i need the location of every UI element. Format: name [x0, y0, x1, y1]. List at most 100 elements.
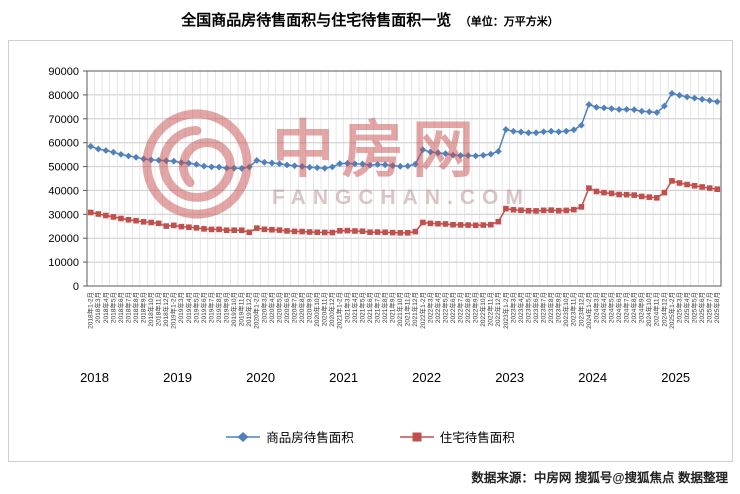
chart-title-text: 全国商品房待售面积与住宅待售面积一览: [181, 12, 452, 29]
svg-text:2020年10月: 2020年10月: [312, 292, 321, 327]
svg-text:2019年10月: 2019年10月: [229, 292, 238, 327]
svg-text:2024: 2024: [578, 370, 607, 385]
svg-text:2025年4月: 2025年4月: [682, 292, 691, 323]
legend-label-residential: 住宅待售面积: [439, 431, 515, 445]
svg-text:2018: 2018: [80, 370, 109, 385]
svg-text:2023年11月: 2023年11月: [569, 292, 578, 326]
line-square-marker-icon: [399, 432, 434, 441]
svg-text:50000: 50000: [48, 162, 79, 174]
svg-text:2018年3月: 2018年3月: [93, 292, 102, 323]
svg-text:2020年12月: 2020年12月: [327, 292, 336, 327]
svg-text:2022年11月: 2022年11月: [486, 292, 495, 326]
svg-text:2020年8月: 2020年8月: [297, 292, 306, 323]
svg-text:2018年6月: 2018年6月: [116, 292, 125, 323]
svg-text:2021年8月: 2021年8月: [380, 292, 389, 323]
svg-text:2021年6月: 2021年6月: [365, 292, 374, 323]
svg-text:2024年4月: 2024年4月: [599, 292, 608, 323]
svg-text:10000: 10000: [48, 257, 79, 269]
svg-text:2018年8月: 2018年8月: [131, 292, 140, 323]
svg-text:2018年1-2月: 2018年1-2月: [86, 292, 95, 329]
svg-text:2025年1-2月: 2025年1-2月: [667, 292, 676, 329]
svg-text:2024年11月: 2024年11月: [652, 292, 661, 326]
svg-text:2022年9月: 2022年9月: [471, 292, 480, 323]
svg-text:2020年1-2月: 2020年1-2月: [252, 292, 261, 329]
svg-text:2018年10月: 2018年10月: [146, 292, 155, 327]
svg-text:2024年8月: 2024年8月: [629, 292, 638, 323]
svg-text:2024年3月: 2024年3月: [591, 292, 600, 323]
svg-text:2021年5月: 2021年5月: [357, 292, 366, 323]
svg-text:2023年5月: 2023年5月: [523, 292, 532, 323]
svg-text:2018年12月: 2018年12月: [161, 292, 170, 327]
svg-text:30000: 30000: [48, 209, 79, 221]
svg-text:2019年12月: 2019年12月: [244, 292, 253, 327]
chart-legend: 商品房待售面积 住宅待售面积: [9, 427, 732, 446]
chart-title-unit: （单位：万平方米）: [459, 16, 559, 28]
svg-text:2021年11月: 2021年11月: [403, 292, 412, 326]
svg-text:2019: 2019: [163, 370, 192, 385]
svg-text:2020年11月: 2020年11月: [320, 292, 329, 326]
svg-text:2019年3月: 2019年3月: [176, 292, 185, 323]
svg-text:60000: 60000: [48, 138, 79, 150]
svg-text:2020年5月: 2020年5月: [274, 292, 283, 323]
svg-text:2021年7月: 2021年7月: [372, 292, 381, 323]
svg-text:2019年1-2月: 2019年1-2月: [169, 292, 178, 329]
svg-text:2022年8月: 2022年8月: [463, 292, 472, 323]
svg-text:2022年3月: 2022年3月: [425, 292, 434, 323]
svg-text:2018年5月: 2018年5月: [108, 292, 117, 323]
svg-text:2020年7月: 2020年7月: [289, 292, 298, 323]
svg-text:0: 0: [73, 281, 79, 293]
svg-text:2021年9月: 2021年9月: [388, 292, 397, 323]
svg-text:2022年1-2月: 2022年1-2月: [418, 292, 427, 329]
svg-text:2019年4月: 2019年4月: [184, 292, 193, 323]
svg-text:2021年1-2月: 2021年1-2月: [335, 292, 344, 329]
svg-text:2024年7月: 2024年7月: [622, 292, 631, 323]
svg-text:2023: 2023: [495, 370, 524, 385]
svg-text:2020年3月: 2020年3月: [259, 292, 268, 323]
line-diamond-marker-icon: [226, 431, 261, 442]
chart-title: 全国商品房待售面积与住宅待售面积一览 （单位：万平方米）: [0, 9, 740, 30]
legend-label-commercial-housing: 商品房待售面积: [266, 431, 354, 445]
data-source-note: 数据来源：中房网 搜狐号@搜狐焦点 数据整理: [471, 471, 728, 485]
svg-text:2018年4月: 2018年4月: [101, 292, 110, 323]
svg-text:2020年6月: 2020年6月: [282, 292, 291, 323]
svg-text:2023年4月: 2023年4月: [516, 292, 525, 323]
svg-text:40000: 40000: [48, 185, 79, 197]
svg-text:2022年10月: 2022年10月: [478, 292, 487, 327]
legend-item-commercial-housing: 商品房待售面积: [226, 427, 354, 446]
svg-text:2021年4月: 2021年4月: [350, 292, 359, 323]
svg-text:2023年12月: 2023年12月: [576, 292, 585, 327]
svg-text:20000: 20000: [48, 233, 79, 245]
svg-text:2021年3月: 2021年3月: [342, 292, 351, 323]
svg-text:2025年5月: 2025年5月: [689, 292, 698, 323]
svg-text:2022年4月: 2022年4月: [433, 292, 442, 323]
svg-text:2023年8月: 2023年8月: [546, 292, 555, 323]
svg-text:2018年9月: 2018年9月: [138, 292, 147, 323]
svg-text:2025: 2025: [661, 370, 690, 385]
svg-text:2024年10月: 2024年10月: [644, 292, 653, 327]
svg-text:2018年11月: 2018年11月: [154, 292, 163, 326]
svg-text:2024年6月: 2024年6月: [614, 292, 623, 323]
line-chart-plot: 0 10000 20000 30000 40000 50000 60000 70000 8000…: [48, 66, 722, 385]
svg-text:2018年7月: 2018年7月: [123, 292, 132, 323]
svg-text:90000: 90000: [48, 66, 79, 78]
svg-text:2022年12月: 2022年12月: [493, 292, 502, 327]
svg-text:2019年11月: 2019年11月: [237, 292, 246, 326]
svg-text:2019年5月: 2019年5月: [191, 292, 200, 323]
svg-text:2021: 2021: [329, 370, 358, 385]
svg-text:2024年12月: 2024年12月: [659, 292, 668, 327]
svg-text:2019年9月: 2019年9月: [222, 292, 231, 323]
svg-text:2024年5月: 2024年5月: [606, 292, 615, 323]
svg-text:2020: 2020: [246, 370, 275, 385]
svg-text:2022年5月: 2022年5月: [440, 292, 449, 323]
svg-text:2024年1-2月: 2024年1-2月: [584, 292, 593, 329]
svg-text:2024年9月: 2024年9月: [637, 292, 646, 323]
svg-text:2022: 2022: [412, 370, 441, 385]
svg-text:2021年12月: 2021年12月: [410, 292, 419, 327]
svg-text:2022年7月: 2022年7月: [455, 292, 464, 323]
svg-text:2020年4月: 2020年4月: [267, 292, 276, 323]
svg-text:2023年1-2月: 2023年1-2月: [501, 292, 510, 329]
chart-frame: 0 10000 20000 30000 40000 50000 60000 70000 8000…: [8, 40, 733, 462]
svg-text:70000: 70000: [48, 114, 79, 126]
svg-text:2021年10月: 2021年10月: [395, 292, 404, 327]
